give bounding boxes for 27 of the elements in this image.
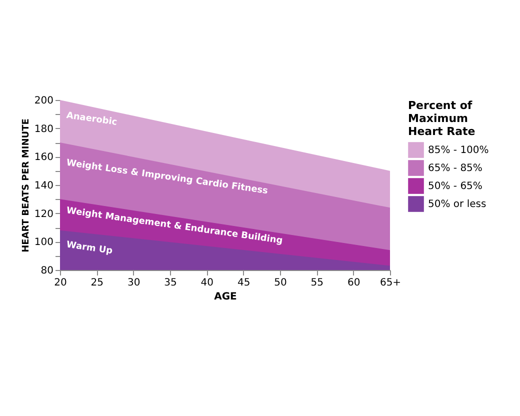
- x-tick-label: 25: [90, 278, 104, 288]
- annotation: Anaerobic: [66, 110, 118, 128]
- annotation: Warm Up: [66, 240, 114, 257]
- legend-label: 50% - 65%: [428, 181, 482, 192]
- x-tick-label: 65+: [380, 278, 402, 288]
- legend-label: 85% - 100%: [428, 145, 489, 156]
- x-tick-label: 45: [237, 278, 250, 288]
- y-tick-label: 140: [34, 180, 54, 192]
- x-tick-label: 30: [127, 278, 140, 288]
- x-tick-label: 35: [164, 278, 177, 288]
- x-tick-label: 20: [54, 278, 67, 288]
- x-tick-label: 50: [274, 278, 287, 288]
- annotation: Weight Loss & Improving Cardio Fitness: [66, 158, 268, 197]
- x-tick-label: 60: [347, 278, 360, 288]
- y-tick-label: 200: [34, 96, 54, 106]
- y-tick-label: 160: [34, 152, 54, 164]
- x-tick-label: 40: [200, 278, 214, 288]
- y-tick-label: 100: [34, 237, 54, 248]
- legend-label: 50% or less: [428, 199, 486, 210]
- y-tick-label: 120: [34, 208, 54, 220]
- y-tick-label: 180: [34, 124, 54, 135]
- y-tick-label: 80: [40, 266, 54, 276]
- legend-label: 65% - 85%: [428, 163, 482, 174]
- legend-title: Percent of Maximum Heart Rate: [408, 99, 476, 138]
- y-axis-title: HEART BEATS PER MINUTE: [21, 118, 32, 252]
- x-tick-label: 55: [310, 278, 324, 288]
- x-axis-title: AGE: [214, 292, 238, 302]
